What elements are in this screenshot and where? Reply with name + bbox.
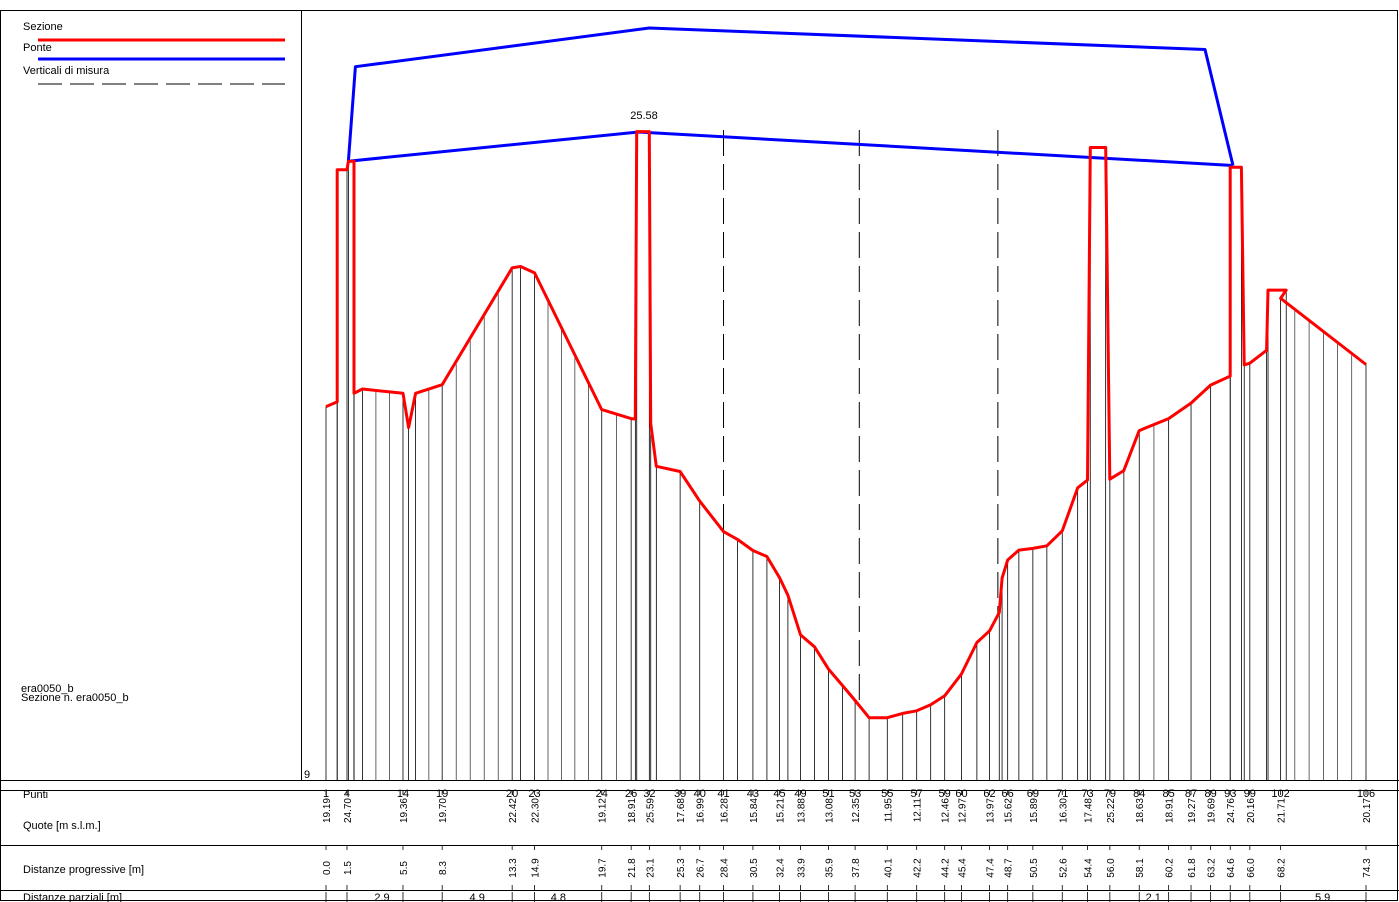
elevation-value: 25.59: [645, 798, 656, 823]
elevations-row: 19.19 24.70 19.36 19.70 22.42 22.30 19.12 18.91…: [322, 790, 1373, 823]
partial-value: 5.9: [1315, 892, 1330, 902]
partial-value: 2.9: [374, 892, 389, 902]
progressive-value: 1.5: [343, 861, 354, 875]
elevation-value: 16.99: [696, 798, 707, 823]
partial-value: 2.1: [1146, 892, 1161, 902]
progressive-value: 0.0: [322, 861, 333, 875]
elevation-value: 19.36: [399, 798, 410, 823]
elevation-value: 18.91: [1165, 798, 1176, 823]
partial-value: 4.8: [551, 892, 566, 902]
drop-lines: [325, 131, 1367, 780]
progressive-value: 13.3: [508, 858, 519, 878]
legend: Sezione Ponte Verticali di misura: [23, 21, 285, 85]
progressive-value: 19.7: [598, 858, 609, 878]
deck-elevation-label: 25.58: [630, 110, 658, 122]
progressive-value: 64.6: [1226, 858, 1237, 878]
corner-number: 9: [304, 769, 310, 781]
progressive-value: 47.4: [985, 858, 996, 878]
elevation-value: 16.30: [1058, 798, 1069, 823]
progressive-value: 21.8: [627, 858, 638, 878]
elevation-value: 16.28: [720, 798, 731, 823]
progressive-value: 68.2: [1277, 858, 1288, 878]
elevation-value: 21.71: [1277, 798, 1288, 823]
measure-verticals: [723, 130, 999, 706]
plot-area: 25.58 9: [304, 26, 1367, 781]
progressive-value: 14.9: [531, 858, 542, 878]
elevation-value: 19.27: [1187, 798, 1198, 823]
elevation-value: 13.97: [985, 798, 996, 823]
partial-row: 2.9 4.9 4.8 2.1 5.9: [325, 892, 1367, 902]
progressive-value: 26.7: [696, 858, 707, 878]
progressive-value: 66.0: [1246, 858, 1257, 878]
progressive-value: 37.8: [851, 858, 862, 878]
progressive-value: 30.5: [749, 858, 760, 878]
progressive-value: 25.3: [676, 858, 687, 878]
progressive-value: 60.2: [1165, 858, 1176, 878]
elevation-value: 12.97: [957, 798, 968, 823]
elevation-value: 15.89: [1029, 798, 1040, 823]
progressive-value: 50.5: [1029, 858, 1040, 878]
elevation-value: 17.48: [1083, 798, 1094, 823]
section-title: Sezione n. era0050_b: [21, 692, 129, 704]
progressive-value: 23.1: [645, 858, 656, 878]
progressive-value: 58.1: [1135, 858, 1146, 878]
progressive-value: 54.4: [1083, 858, 1094, 878]
progressive-value: 74.3: [1362, 858, 1373, 878]
legend-label-verticals: Verticali di misura: [23, 65, 110, 77]
bridge-outline: [346, 26, 1235, 167]
elevation-value: 12.11: [913, 798, 924, 823]
drawing-border: [0, 10, 1398, 901]
row-label-partial: Distanze parziali [m]: [23, 892, 122, 902]
progressive-value: 44.2: [941, 858, 952, 878]
legend-label-section: Sezione: [23, 21, 63, 33]
section-profile-line: [325, 130, 1367, 720]
elevation-value: 20.17: [1362, 798, 1373, 823]
progressive-value: 42.2: [913, 858, 924, 878]
progressive-value: 32.4: [776, 858, 787, 878]
elevation-value: 19.19: [322, 798, 333, 823]
progressive-value: 61.8: [1187, 858, 1198, 878]
elevation-value: 11.95: [883, 798, 894, 823]
elevation-value: 18.91: [627, 798, 638, 823]
progressive-value: 35.9: [825, 858, 836, 878]
progressive-value: 28.4: [720, 858, 731, 878]
progressive-value: 48.7: [1004, 858, 1015, 878]
row-label-points: Punti: [23, 789, 48, 801]
elevation-value: 19.70: [438, 798, 449, 823]
progressive-value: 45.4: [957, 858, 968, 878]
row-label-progressive: Distanze progressive [m]: [23, 864, 144, 876]
elevation-value: 18.63: [1135, 798, 1146, 823]
data-table: Punti Quote [m s.l.m.] Distanze progress…: [0, 780, 1399, 902]
legend-label-bridge: Ponte: [23, 42, 52, 54]
elevation-value: 17.68: [676, 798, 687, 823]
progressive-value: 5.5: [399, 861, 410, 875]
progressive-value: 40.1: [883, 858, 894, 878]
elevation-value: 15.84: [749, 798, 760, 823]
progressive-row: 0.0 1.5 5.5 8.3 13.3 14.9 19.7 21.8 23.1 25.3 26.7…: [322, 845, 1373, 890]
progressive-value: 56.0: [1106, 858, 1117, 878]
elevation-value: 12.46: [941, 798, 952, 823]
elevation-value: 22.30: [531, 798, 542, 823]
elevation-value: 15.62: [1004, 798, 1015, 823]
elevation-value: 13.08: [825, 798, 836, 823]
elevation-value: 19.12: [598, 798, 609, 823]
progressive-value: 63.2: [1207, 858, 1218, 878]
partial-value: 4.9: [470, 892, 485, 902]
elevation-value: 22.42: [508, 798, 519, 823]
elevation-value: 19.69: [1207, 798, 1218, 823]
progressive-value: 33.9: [797, 858, 808, 878]
row-label-elevations: Quote [m s.l.m.]: [23, 820, 101, 832]
progressive-value: 8.3: [438, 861, 449, 875]
elevation-value: 13.88: [797, 798, 808, 823]
elevation-value: 24.70: [343, 798, 354, 823]
elevation-value: 20.16: [1246, 798, 1257, 823]
elevation-value: 25.22: [1106, 798, 1117, 823]
section-code: era0050_b: [21, 683, 74, 695]
progressive-value: 52.6: [1058, 858, 1069, 878]
elevation-value: 12.35: [851, 798, 862, 823]
elevation-value: 15.21: [776, 798, 787, 823]
elevation-value: 24.76: [1226, 798, 1237, 823]
